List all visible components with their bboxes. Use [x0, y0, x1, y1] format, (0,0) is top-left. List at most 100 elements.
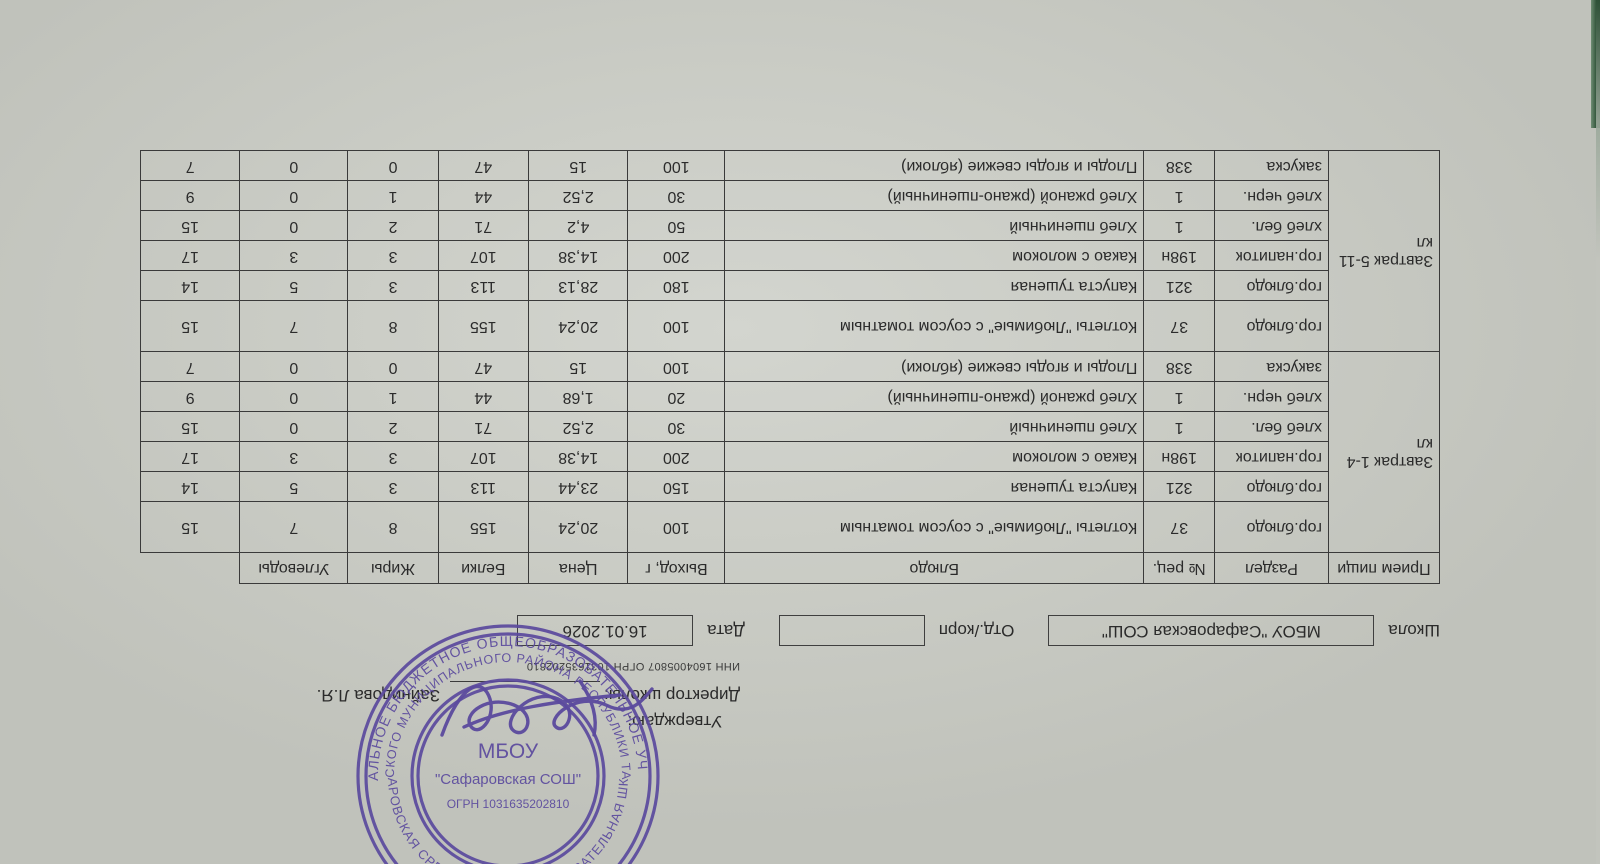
- signature-slot[interactable]: [450, 681, 601, 700]
- cell-section: гор.блюдо: [1214, 300, 1329, 352]
- cell-protein: 44: [438, 381, 529, 412]
- cell-extra: 15: [140, 300, 240, 352]
- otd-label: Отд./корп: [938, 621, 1015, 641]
- cell-fat: 3: [347, 471, 439, 502]
- cell-section: закуска: [1214, 150, 1329, 181]
- cell-fat: 2: [347, 210, 439, 241]
- cell-recipe: 1: [1143, 180, 1215, 211]
- cell-carbs: 5: [239, 270, 348, 301]
- table-row: хлеб черн. 1 Хлеб ржаной (ржано-пшеничный)…: [140, 381, 1440, 412]
- cell-protein: 107: [438, 240, 529, 271]
- th-dish: Блюдо: [724, 552, 1144, 584]
- th-section: Раздел: [1214, 552, 1329, 584]
- cell-section: гор.напиток: [1214, 240, 1329, 271]
- cell-price: 1,68: [528, 381, 628, 412]
- cell-dish: Плоды и ягоды свежие (яблоки): [724, 150, 1144, 181]
- date-value-field[interactable]: 16.01.2026: [517, 615, 694, 646]
- cell-section: закуска: [1214, 351, 1329, 382]
- cell-output: 100: [627, 300, 725, 352]
- cell-recipe: 338: [1143, 351, 1215, 382]
- cell-dish: Хлеб ржаной (ржано-пшеничный): [724, 180, 1144, 211]
- table-row: гор.блюдо 321 Капуста тушеная 180 28,13 113 3 5…: [140, 270, 1440, 301]
- meal-group-label: Завтрак 5-11 кл: [1328, 150, 1440, 352]
- cell-price: 14,38: [528, 441, 628, 472]
- cell-recipe: 37: [1143, 300, 1215, 352]
- cell-carbs: 5: [239, 471, 348, 502]
- cell-protein: 113: [438, 471, 529, 502]
- cell-recipe: 1: [1143, 411, 1215, 442]
- cell-fat: 3: [347, 441, 439, 472]
- cell-protein: 71: [438, 210, 529, 241]
- table-row: хлеб бел. 1 Хлеб пшеничный 50 4,2 71 2 0 15: [140, 210, 1440, 241]
- cell-fat: 8: [347, 501, 439, 553]
- cell-output: 50: [627, 210, 725, 241]
- cell-recipe: 198н: [1143, 240, 1215, 271]
- cell-protein: 71: [438, 411, 529, 442]
- cell-fat: 1: [347, 381, 439, 412]
- director-label: Директор школы:: [604, 685, 740, 705]
- school-info-row: Школа МБОУ "Сафаровская СОШ" Отд./корп Д…: [517, 615, 1440, 646]
- cell-extra: 15: [140, 411, 240, 442]
- cell-extra: 17: [140, 441, 240, 472]
- cell-carbs: 7: [239, 300, 348, 352]
- otd-value-field[interactable]: [778, 615, 925, 646]
- cell-section: хлеб бел.: [1214, 411, 1329, 442]
- cell-output: 200: [627, 441, 725, 472]
- cell-dish: Хлеб ржаной (ржано-пшеничный): [724, 381, 1144, 412]
- cell-protein: 44: [438, 180, 529, 211]
- th-fat: Жиры: [347, 552, 439, 584]
- th-output: Выход, г: [627, 552, 725, 584]
- cell-extra: 17: [140, 240, 240, 271]
- cell-dish: Плоды и ягоды свежие (яблоки): [724, 351, 1144, 382]
- paper-edge-shadow: [1596, 0, 1600, 864]
- cell-output: 30: [627, 411, 725, 442]
- table-row: гор.блюдо 321 Капуста тушеная 150 23,44 113 3 5…: [140, 471, 1440, 502]
- table-row: гор.напиток 198н Какао с молоком 200 14,38 10…: [140, 441, 1440, 472]
- th-meal: Прием пищи: [1328, 552, 1440, 584]
- th-recipe: № рец.: [1143, 552, 1215, 584]
- cell-recipe: 1: [1143, 210, 1215, 241]
- cell-dish: Капуста тушеная: [724, 471, 1144, 502]
- menu-table-body: Завтрак 1-4 кл гор.блюдо 37 Котлеты "Любимы…: [140, 150, 1440, 553]
- cell-price: 2,52: [528, 180, 628, 211]
- table-row: Завтрак 1-4 кл гор.блюдо 37 Котлеты "Любимы…: [140, 351, 1440, 553]
- table-row: закуска 338 Плоды и ягоды свежие (яблоки) 1…: [140, 150, 1440, 181]
- menu-table: Прием пищи Раздел № рец. Блюдо Выход, г …: [140, 150, 1440, 584]
- table-row: закуска 338 Плоды и ягоды свежие (яблоки) 1…: [140, 351, 1440, 382]
- cell-extra: 7: [140, 150, 240, 181]
- cell-protein: 47: [438, 150, 529, 181]
- cell-fat: 0: [347, 351, 439, 382]
- cell-protein: 155: [438, 300, 529, 352]
- school-value-field[interactable]: МБОУ "Сафаровская СОШ": [1048, 615, 1375, 646]
- table-row: хлеб черн. 1 Хлеб ржаной (ржано-пшеничный)…: [140, 180, 1440, 211]
- th-carbs: Углеводы: [239, 552, 348, 584]
- cell-price: 23,44: [528, 471, 628, 502]
- cell-price: 28,13: [528, 270, 628, 301]
- cell-section: хлеб бел.: [1214, 210, 1329, 241]
- cell-protein: 107: [438, 441, 529, 472]
- cell-extra: 15: [140, 501, 240, 553]
- cell-protein: 47: [438, 351, 529, 382]
- cell-recipe: 338: [1143, 150, 1215, 181]
- cell-dish: Котлеты "Любимые" с соусом томатным: [724, 300, 1144, 352]
- table-row: гор.напиток 198н Какао с молоком 200 14,38 10…: [140, 240, 1440, 271]
- menu-table-head: Прием пищи Раздел № рец. Блюдо Выход, г …: [141, 552, 1440, 584]
- cell-extra: 9: [140, 381, 240, 412]
- cell-section: гор.напиток: [1214, 441, 1329, 472]
- cell-output: 200: [627, 240, 725, 271]
- cell-output: 180: [627, 270, 725, 301]
- cell-dish: Капуста тушеная: [724, 270, 1144, 301]
- cell-price: 20,24: [528, 300, 628, 352]
- cell-output: 150: [627, 471, 725, 502]
- cell-price: 15: [528, 150, 628, 181]
- cell-fat: 2: [347, 411, 439, 442]
- cell-extra: 9: [140, 180, 240, 211]
- cell-recipe: 321: [1143, 270, 1215, 301]
- cell-output: 100: [627, 150, 725, 181]
- th-protein: Белки: [438, 552, 529, 584]
- cell-carbs: 7: [239, 501, 348, 553]
- cell-carbs: 3: [239, 240, 348, 271]
- cell-dish: Какао с молоком: [724, 441, 1144, 472]
- cell-fat: 1: [347, 180, 439, 211]
